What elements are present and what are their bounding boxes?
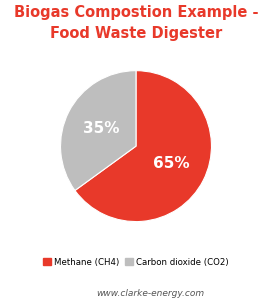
Text: 35%: 35% (83, 121, 119, 136)
Legend: Methane (CH4), Carbon dioxide (CO2): Methane (CH4), Carbon dioxide (CO2) (40, 254, 232, 270)
Text: 65%: 65% (153, 156, 189, 171)
Wedge shape (61, 71, 136, 190)
Text: www.clarke-energy.com: www.clarke-energy.com (96, 290, 204, 298)
Wedge shape (75, 71, 211, 222)
Title: Biogas Compostion Example -
Food Waste Digester: Biogas Compostion Example - Food Waste D… (14, 5, 258, 41)
